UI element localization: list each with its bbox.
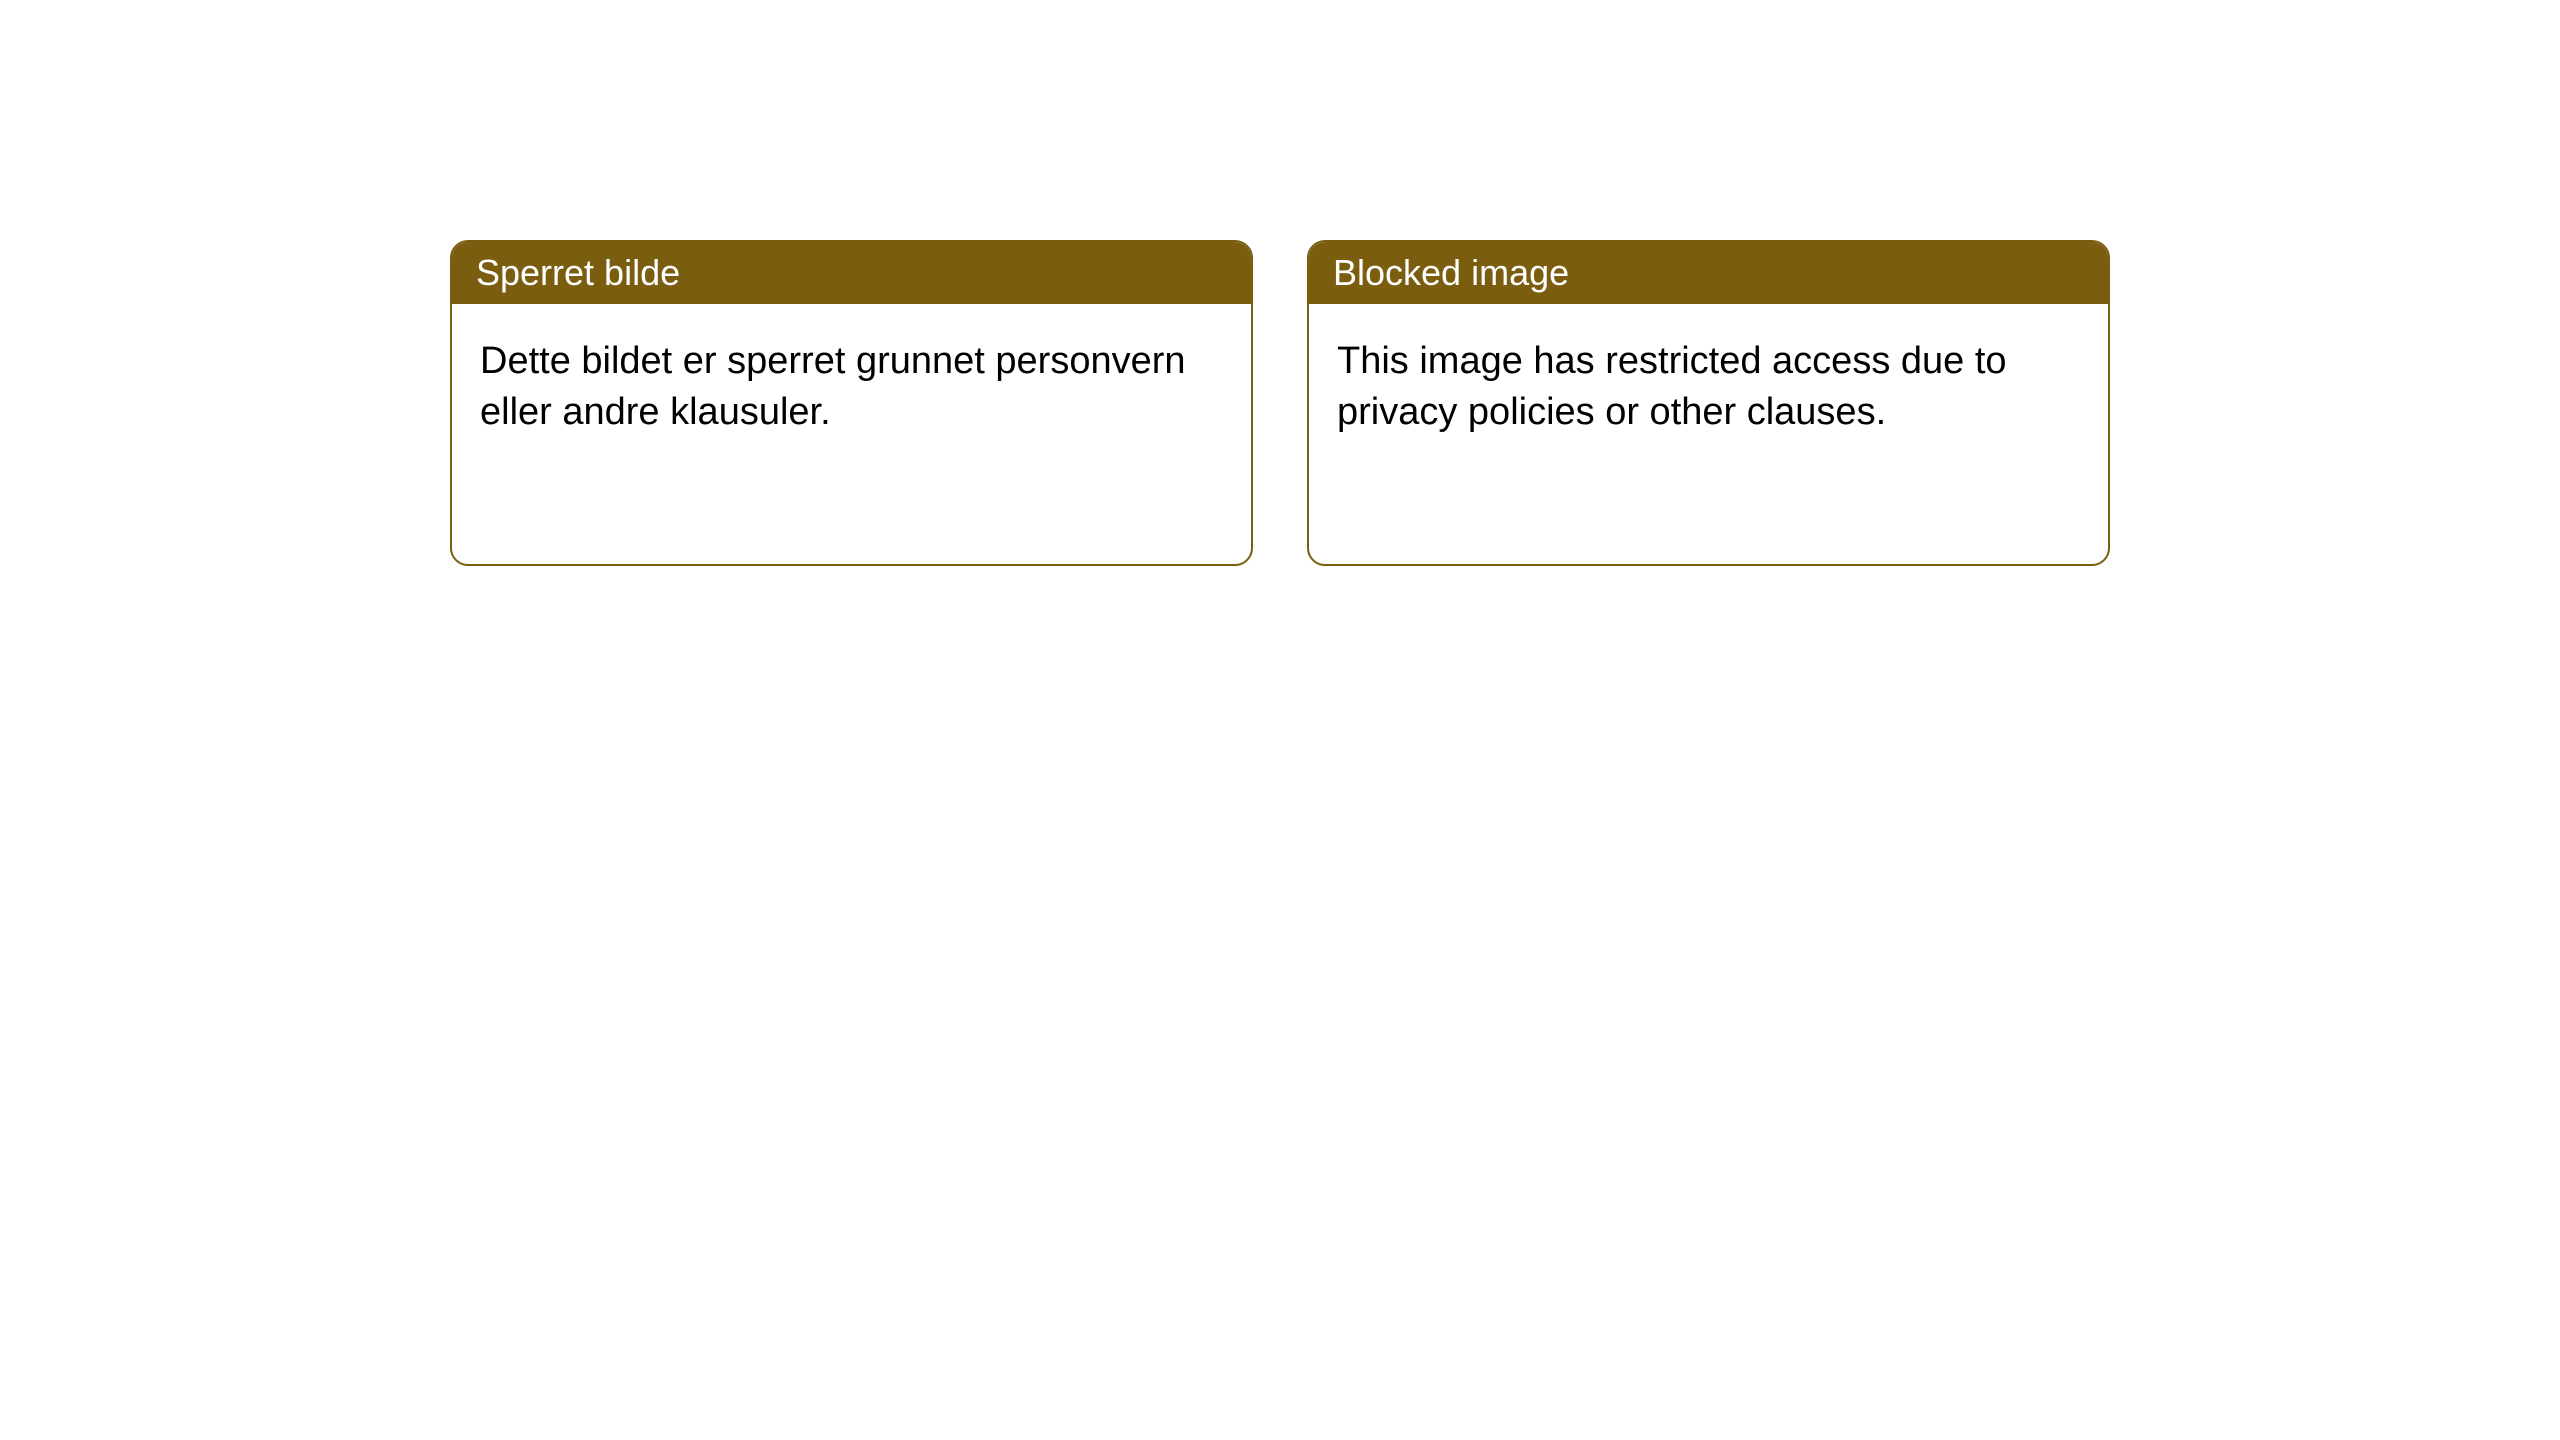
card-header-en: Blocked image <box>1309 242 2108 304</box>
blocked-image-card-en: Blocked image This image has restricted … <box>1307 240 2110 566</box>
blocked-image-card-no: Sperret bilde Dette bildet er sperret gr… <box>450 240 1253 566</box>
blocked-image-notices: Sperret bilde Dette bildet er sperret gr… <box>450 240 2110 566</box>
card-body-no: Dette bildet er sperret grunnet personve… <box>452 304 1251 564</box>
card-header-no: Sperret bilde <box>452 242 1251 304</box>
card-body-en: This image has restricted access due to … <box>1309 304 2108 564</box>
